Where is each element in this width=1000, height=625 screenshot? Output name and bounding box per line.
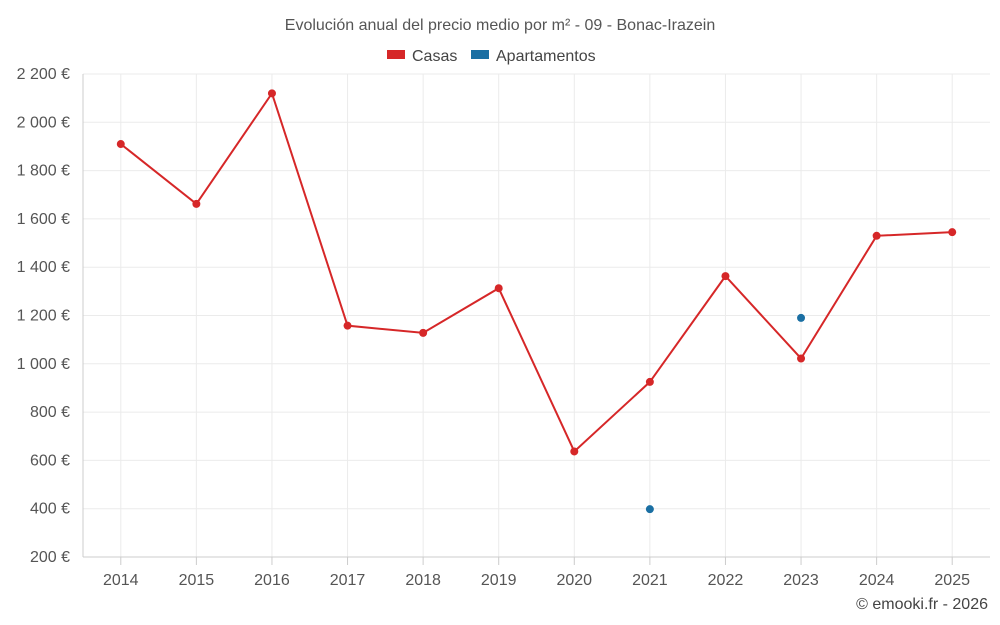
x-tick-label: 2022: [708, 572, 744, 589]
x-tick-label: 2024: [859, 572, 895, 589]
y-tick-label: 1 400 €: [17, 259, 70, 276]
y-tick-label: 1 200 €: [17, 308, 70, 325]
y-tick-label: 800 €: [30, 404, 70, 421]
y-tick-label: 400 €: [30, 501, 70, 518]
x-tick-label: 2014: [103, 572, 139, 589]
y-tick-label: 1 600 €: [17, 211, 70, 228]
credit-text: © emooki.fr - 2026: [856, 596, 988, 613]
data-point-casas-2020[interactable]: [570, 447, 579, 456]
x-tick-label: 2020: [556, 572, 592, 589]
y-tick-label: 200 €: [30, 549, 70, 566]
legend-swatch-apartamentos: [471, 50, 489, 59]
y-tick-label: 1 000 €: [17, 356, 70, 373]
data-point-casas-2014[interactable]: [116, 140, 125, 149]
y-tick-label: 2 200 €: [17, 66, 70, 83]
x-tick-label: 2019: [481, 572, 517, 589]
data-point-apartamentos-2021[interactable]: [645, 505, 654, 514]
data-point-casas-2022[interactable]: [721, 272, 730, 281]
y-tick-label: 600 €: [30, 452, 70, 469]
y-axis: 200 € 400 € 600 € 800 € 1 000 € 1 200 € 1 400 …: [17, 66, 70, 566]
x-tick-label: 2017: [330, 572, 366, 589]
y-tick-label: 1 800 €: [17, 163, 70, 180]
x-tick-label: 2021: [632, 572, 668, 589]
series-layer: [116, 89, 957, 514]
x-axis: 2014 2015 2016 2017 2018 2019 2020 2021 2022 2023…: [103, 572, 970, 589]
x-tick-label: 2018: [405, 572, 441, 589]
data-point-casas-2015[interactable]: [192, 199, 201, 208]
legend-item-apartamentos[interactable]: Apartamentos: [471, 48, 596, 65]
data-point-casas-2021[interactable]: [645, 377, 654, 386]
x-tick-label: 2023: [783, 572, 819, 589]
legend-label-apartamentos: Apartamentos: [496, 48, 596, 65]
y-tick-label: 2 000 €: [17, 114, 70, 131]
series-line-casas: [120, 91, 953, 454]
x-tick-label: 2025: [934, 572, 970, 589]
legend-item-casas[interactable]: Casas: [387, 48, 457, 65]
data-point-casas-2025[interactable]: [948, 228, 957, 237]
gridlines: [82, 73, 990, 565]
data-point-casas-2018[interactable]: [419, 328, 428, 337]
legend-label-casas: Casas: [412, 48, 457, 65]
data-point-casas-2017[interactable]: [343, 321, 352, 330]
x-tick-label: 2015: [179, 572, 215, 589]
x-tick-label: 2016: [254, 572, 290, 589]
data-point-apartamentos-2023[interactable]: [797, 313, 806, 322]
data-point-casas-2019[interactable]: [494, 284, 503, 293]
data-point-casas-2023[interactable]: [797, 354, 806, 363]
data-point-casas-2016[interactable]: [267, 89, 276, 98]
data-point-casas-2024[interactable]: [872, 231, 881, 240]
legend: Casas Apartamentos: [387, 48, 596, 65]
legend-swatch-casas: [387, 50, 405, 59]
chart-title: Evolución anual del precio medio por m² …: [285, 17, 715, 34]
